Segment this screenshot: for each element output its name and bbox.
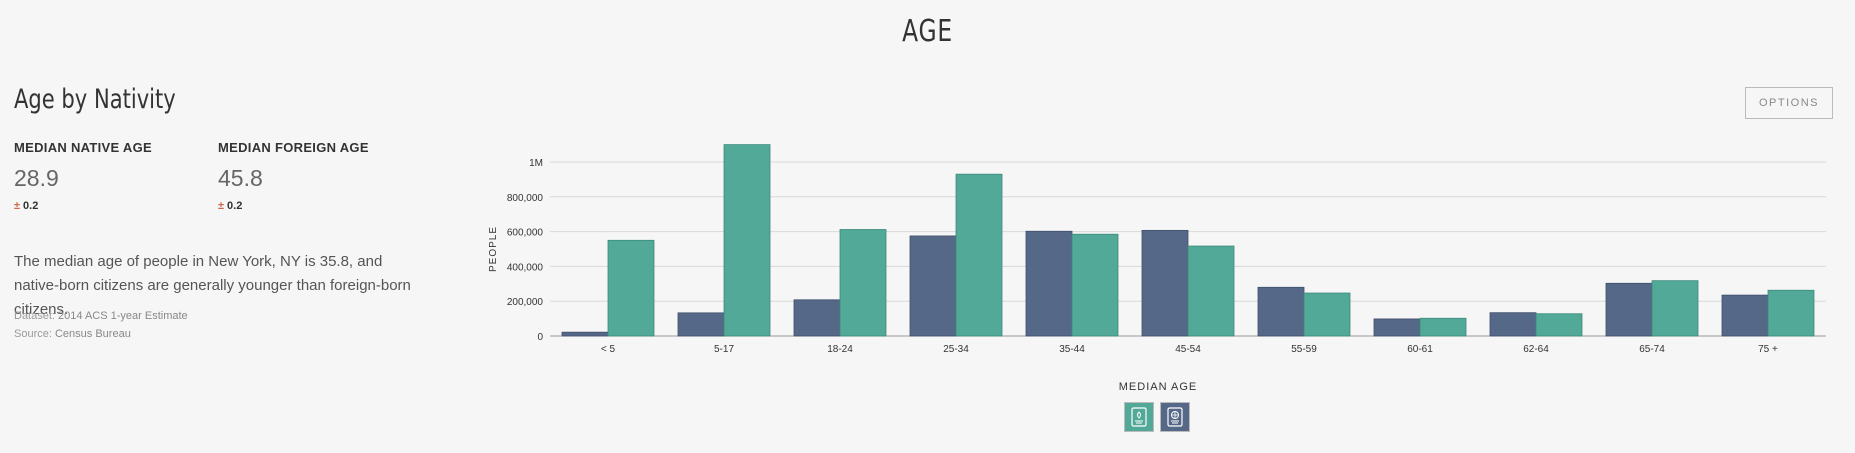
source-value: Census Bureau	[54, 328, 131, 340]
dataset-label: Dataset:	[14, 310, 55, 322]
stat-median-native-age: MEDIAN NATIVE AGE 28.9 ±0.2	[14, 140, 152, 212]
bar-teal	[723, 144, 771, 337]
bar-dark	[1373, 318, 1421, 337]
moe-value: 0.2	[227, 200, 243, 212]
bar-dark	[1489, 312, 1537, 337]
bar-dark	[677, 312, 725, 337]
y-tick-label: 1M	[529, 158, 543, 169]
bar-teal	[1767, 289, 1815, 337]
bar-teal	[1651, 280, 1699, 337]
bar-teal	[839, 229, 887, 337]
x-axis-label: MEDIAN AGE	[1119, 381, 1197, 393]
source-label: Source:	[14, 328, 52, 340]
x-tick-label: 65-74	[1639, 344, 1665, 355]
y-tick-label: 200,000	[507, 297, 544, 308]
foreign-born-passport-icon[interactable]	[1160, 402, 1190, 432]
bar-dark	[793, 299, 841, 337]
bar-teal	[955, 173, 1003, 337]
x-tick-label: 62-64	[1523, 344, 1549, 355]
x-tick-label: 35-44	[1059, 344, 1085, 355]
bar-dark	[1141, 229, 1189, 337]
y-axis-label: PEOPLE	[488, 226, 499, 272]
stat-label: MEDIAN FOREIGN AGE	[218, 140, 369, 155]
y-tick-label: 0	[537, 332, 543, 343]
stat-margin-of-error: ±0.2	[218, 200, 369, 212]
moe-value: 0.2	[23, 200, 39, 212]
stat-value: 45.8	[218, 165, 263, 191]
bar-dark	[561, 331, 609, 337]
bar-teal	[1187, 245, 1235, 337]
stat-margin-of-error: ±0.2	[14, 200, 152, 212]
dataset-value: 2014 ACS 1-year Estimate	[58, 310, 188, 322]
source-line: Source: Census Bureau	[14, 328, 131, 340]
x-tick-label: 75 +	[1758, 344, 1778, 355]
bar-dark	[1605, 282, 1653, 337]
plus-minus-icon: ±	[14, 200, 21, 212]
y-tick-label: 600,000	[507, 228, 544, 239]
y-tick-label: 400,000	[507, 262, 544, 273]
stat-median-foreign-age: MEDIAN FOREIGN AGE 45.8 ±0.2	[218, 140, 369, 212]
bar-teal	[1071, 233, 1119, 337]
y-tick-label: 800,000	[507, 193, 544, 204]
stat-label: MEDIAN NATIVE AGE	[14, 140, 152, 155]
options-button[interactable]: OPTIONS	[1745, 87, 1833, 119]
description: The median age of people in New York, NY…	[14, 253, 411, 318]
bar-teal	[1535, 313, 1583, 337]
plus-minus-icon: ±	[218, 200, 225, 212]
section-title: AGE	[902, 14, 953, 49]
bar-teal	[1303, 292, 1351, 337]
x-tick-label: 25-34	[943, 344, 969, 355]
bar-teal	[607, 239, 655, 337]
stat-value: 28.9	[14, 165, 59, 191]
x-tick-label: 45-54	[1175, 344, 1201, 355]
bar-teal	[1419, 317, 1467, 337]
x-tick-label: 60-61	[1407, 344, 1433, 355]
x-tick-label: 55-59	[1291, 344, 1317, 355]
native-born-passport-icon[interactable]	[1124, 402, 1154, 432]
bar-dark	[1025, 230, 1073, 337]
bar-dark	[909, 235, 957, 337]
bar-dark	[1257, 286, 1305, 337]
bar-dark	[1721, 294, 1769, 337]
x-tick-label: < 5	[601, 344, 616, 355]
legend	[1124, 402, 1190, 432]
x-tick-label: 5-17	[714, 344, 734, 355]
dataset-line: Dataset: 2014 ACS 1-year Estimate	[14, 310, 188, 322]
panel-title: Age by Nativity	[14, 84, 176, 115]
x-tick-label: 18-24	[827, 344, 853, 355]
